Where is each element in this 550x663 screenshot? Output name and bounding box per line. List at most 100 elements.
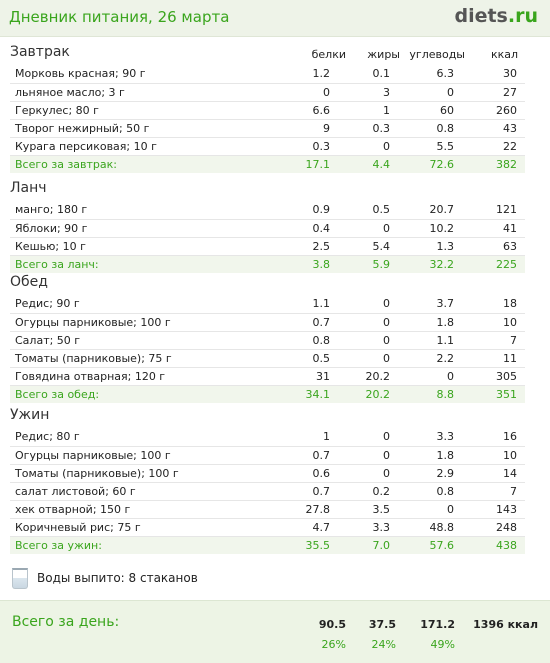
total-protein: 34.1 — [285, 385, 346, 403]
food-fat: 1 — [346, 101, 400, 120]
food-fat: 0 — [346, 349, 400, 368]
food-name: Томаты (парниковые); 100 г — [10, 464, 285, 483]
food-fat: 0 — [346, 313, 400, 332]
food-kcal: 43 — [466, 119, 525, 138]
page-header: Дневник питания, 26 марта diets.ru — [0, 0, 550, 37]
total-kcal: 351 — [466, 385, 525, 403]
meal-table: манго; 180 г 0.9 0.5 20.7 121 Яблоки; 90 г 0.4… — [10, 201, 525, 273]
food-row[interactable]: манго; 180 г 0.9 0.5 20.7 121 — [10, 201, 525, 220]
food-protein: 27.8 — [285, 500, 346, 519]
meal-section-title: Ланч — [10, 180, 47, 196]
food-fat: 0 — [346, 446, 400, 465]
meal-section-title: Завтрак — [10, 44, 70, 60]
food-fat: 0 — [346, 331, 400, 350]
food-kcal: 121 — [466, 201, 525, 220]
food-row[interactable]: Огурцы парниковые; 100 г 0.7 0 1.8 10 — [10, 313, 525, 332]
food-carbs: 0.8 — [400, 482, 466, 501]
food-row[interactable]: Морковь красная; 90 г 1.2 0.1 6.3 30 — [10, 65, 525, 84]
total-fat: 5.9 — [346, 255, 400, 273]
meal-table: Морковь красная; 90 г 1.2 0.1 6.3 30 льняное … — [10, 65, 525, 173]
food-row[interactable]: хек отварной; 150 г 27.8 3.5 0 143 — [10, 500, 525, 519]
total-protein: 17.1 — [285, 155, 346, 173]
food-fat: 3.3 — [346, 518, 400, 537]
meal-table: Редис; 80 г 1 0 3.3 16 Огурцы парниковые; 100… — [10, 428, 525, 554]
meal-section-title: Обед — [10, 274, 48, 290]
total-fat: 4.4 — [346, 155, 400, 173]
food-row[interactable]: Говядина отварная; 120 г 31 20.2 0 305 — [10, 367, 525, 386]
food-kcal: 10 — [466, 446, 525, 465]
food-protein: 1 — [285, 428, 346, 447]
food-carbs: 10.2 — [400, 219, 466, 238]
day-fat-percent: 24% — [371, 638, 396, 651]
total-fat: 7.0 — [346, 536, 400, 554]
meal-total-row: Всего за завтрак: 17.1 4.4 72.6 382 — [10, 155, 525, 173]
food-name: Курага персиковая; 10 г — [10, 137, 285, 156]
food-kcal: 14 — [466, 464, 525, 483]
food-kcal: 63 — [466, 237, 525, 256]
logo-dot: . — [507, 5, 516, 27]
food-kcal: 30 — [466, 65, 525, 84]
food-kcal: 10 — [466, 313, 525, 332]
food-row[interactable]: Томаты (парниковые); 75 г 0.5 0 2.2 11 — [10, 349, 525, 368]
food-fat: 0 — [346, 428, 400, 447]
meal-total-row: Всего за ланч: 3.8 5.9 32.2 225 — [10, 255, 525, 273]
food-carbs: 5.5 — [400, 137, 466, 156]
food-kcal: 22 — [466, 137, 525, 156]
day-total-panel: Всего за день: 90.5 37.5 171.2 1396 ккал… — [0, 600, 550, 663]
food-name: Редис; 80 г — [10, 428, 285, 447]
food-name: Огурцы парниковые; 100 г — [10, 446, 285, 465]
food-fat: 0.2 — [346, 482, 400, 501]
food-fat: 0.3 — [346, 119, 400, 138]
food-name: Геркулес; 80 г — [10, 101, 285, 120]
site-logo[interactable]: diets.ru — [454, 5, 538, 27]
food-carbs: 0 — [400, 500, 466, 519]
meal-total-label: Всего за обед: — [10, 385, 285, 403]
food-protein: 0.5 — [285, 349, 346, 368]
food-row[interactable]: Редис; 80 г 1 0 3.3 16 — [10, 428, 525, 447]
food-protein: 1.1 — [285, 295, 346, 314]
food-row[interactable]: Коричневый рис; 75 г 4.7 3.3 48.8 248 — [10, 518, 525, 537]
food-protein: 6.6 — [285, 101, 346, 120]
food-row[interactable]: Яблоки; 90 г 0.4 0 10.2 41 — [10, 219, 525, 238]
food-row[interactable]: льняное масло; 3 г 0 3 0 27 — [10, 83, 525, 102]
food-name: Томаты (парниковые); 75 г — [10, 349, 285, 368]
food-row[interactable]: Геркулес; 80 г 6.6 1 60 260 — [10, 101, 525, 120]
food-fat: 20.2 — [346, 367, 400, 386]
food-row[interactable]: Огурцы парниковые; 100 г 0.7 0 1.8 10 — [10, 446, 525, 465]
food-row[interactable]: Кешью; 10 г 2.5 5.4 1.3 63 — [10, 237, 525, 256]
food-carbs: 2.9 — [400, 464, 466, 483]
food-kcal: 11 — [466, 349, 525, 368]
food-protein: 0.6 — [285, 464, 346, 483]
food-kcal: 18 — [466, 295, 525, 314]
day-total-protein: 90.5 — [318, 618, 346, 631]
food-kcal: 7 — [466, 482, 525, 501]
food-row[interactable]: Салат; 50 г 0.8 0 1.1 7 — [10, 331, 525, 350]
food-kcal: 16 — [466, 428, 525, 447]
food-name: Говядина отварная; 120 г — [10, 367, 285, 386]
food-row[interactable]: Томаты (парниковые); 100 г 0.6 0 2.9 14 — [10, 464, 525, 483]
food-name: хек отварной; 150 г — [10, 500, 285, 519]
food-carbs: 2.2 — [400, 349, 466, 368]
food-row[interactable]: Творог нежирный; 50 г 9 0.3 0.8 43 — [10, 119, 525, 138]
food-kcal: 7 — [466, 331, 525, 350]
food-name: Салат; 50 г — [10, 331, 285, 350]
column-kcal: ккал — [490, 48, 518, 61]
food-name: Творог нежирный; 50 г — [10, 119, 285, 138]
water-text: Воды выпито: 8 стаканов — [37, 571, 198, 585]
food-carbs: 1.3 — [400, 237, 466, 256]
food-kcal: 41 — [466, 219, 525, 238]
total-protein: 35.5 — [285, 536, 346, 554]
food-protein: 0.4 — [285, 219, 346, 238]
food-name: Яблоки; 90 г — [10, 219, 285, 238]
food-row[interactable]: салат листовой; 60 г 0.7 0.2 0.8 7 — [10, 482, 525, 501]
water-glass-icon — [12, 568, 28, 589]
food-carbs: 6.3 — [400, 65, 466, 84]
food-protein: 0.3 — [285, 137, 346, 156]
food-row[interactable]: Редис; 90 г 1.1 0 3.7 18 — [10, 295, 525, 314]
food-carbs: 48.8 — [400, 518, 466, 537]
food-carbs: 20.7 — [400, 201, 466, 220]
food-row[interactable]: Курага персиковая; 10 г 0.3 0 5.5 22 — [10, 137, 525, 156]
food-fat: 0.5 — [346, 201, 400, 220]
food-carbs: 60 — [400, 101, 466, 120]
food-protein: 0.9 — [285, 201, 346, 220]
